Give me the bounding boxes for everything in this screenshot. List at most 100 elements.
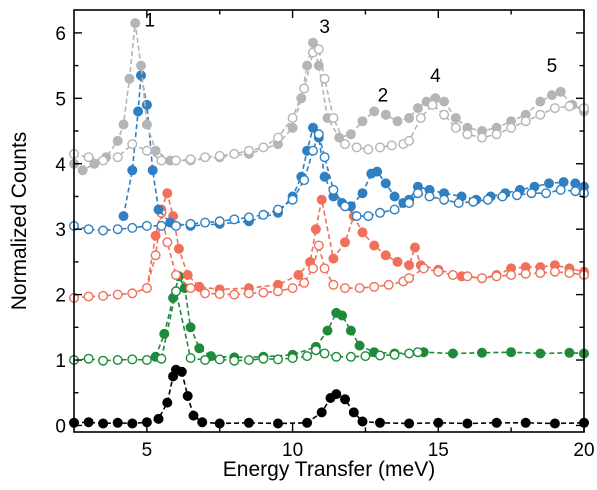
- data-point: [135, 60, 146, 71]
- data-point: [156, 353, 167, 364]
- data-point: [328, 279, 339, 290]
- data-point: [404, 273, 415, 284]
- data-point: [392, 256, 403, 267]
- data-point: [162, 188, 173, 199]
- data-point: [153, 204, 164, 215]
- data-point: [337, 310, 348, 321]
- data-point: [273, 354, 284, 365]
- data-point: [141, 355, 152, 366]
- data-point: [156, 155, 167, 166]
- data-point: [98, 290, 109, 301]
- data-point: [258, 209, 269, 220]
- data-point: [319, 152, 330, 163]
- data-point: [389, 191, 400, 202]
- data-point: [477, 273, 488, 284]
- data-point: [200, 355, 211, 366]
- data-point: [319, 171, 330, 182]
- y-tick-label: 0: [55, 416, 66, 437]
- data-point: [229, 289, 240, 300]
- data-point: [328, 112, 339, 123]
- data-point: [89, 158, 100, 169]
- series-line: [73, 291, 419, 362]
- data-point: [273, 204, 284, 215]
- data-point: [319, 263, 330, 274]
- data-point: [535, 268, 546, 279]
- data-point: [293, 270, 304, 281]
- data-point: [200, 288, 211, 299]
- data-point: [127, 288, 138, 299]
- data-point: [535, 348, 546, 359]
- data-point: [351, 142, 362, 153]
- data-point: [389, 349, 400, 360]
- data-point: [369, 240, 380, 251]
- data-point: [340, 201, 351, 212]
- data-point: [520, 268, 531, 279]
- data-point: [112, 289, 123, 300]
- data-point: [214, 418, 225, 429]
- data-point: [439, 109, 450, 120]
- data-point: [380, 178, 391, 189]
- data-point: [340, 283, 351, 294]
- data-point: [170, 286, 181, 297]
- data-point: [546, 90, 557, 101]
- data-point: [412, 347, 423, 358]
- data-point: [340, 139, 351, 150]
- data-point: [77, 165, 88, 176]
- data-point: [392, 116, 403, 127]
- data-point: [477, 132, 488, 143]
- data-point: [331, 351, 342, 362]
- data-point: [287, 122, 298, 133]
- data-point: [200, 152, 211, 163]
- data-point: [214, 289, 225, 300]
- data-point: [112, 152, 123, 163]
- data-point: [328, 184, 339, 195]
- peak-label: 3: [319, 17, 330, 38]
- data-point: [127, 354, 138, 365]
- data-point: [313, 44, 324, 55]
- data-point: [176, 366, 187, 377]
- data-point: [273, 418, 284, 429]
- data-point: [412, 103, 423, 114]
- data-point: [308, 145, 319, 156]
- data-point: [544, 178, 555, 189]
- peak-label: 5: [547, 56, 558, 77]
- data-point: [258, 142, 269, 153]
- data-point: [147, 165, 158, 176]
- y-tick-label: 4: [55, 155, 66, 176]
- data-point: [308, 263, 319, 274]
- data-point: [549, 418, 560, 429]
- data-point: [182, 391, 193, 402]
- data-point: [404, 112, 415, 123]
- y-tick-label: 5: [55, 89, 66, 110]
- plot-frame: [73, 9, 585, 433]
- series-2: [68, 286, 423, 366]
- data-point: [112, 135, 123, 146]
- data-point: [363, 211, 374, 222]
- data-point: [404, 418, 415, 429]
- data-point: [357, 227, 368, 238]
- data-point: [345, 351, 356, 362]
- data-point: [506, 122, 517, 133]
- y-tick-label: 6: [55, 24, 66, 45]
- data-point: [334, 132, 345, 143]
- series-line: [73, 22, 585, 172]
- data-point: [130, 18, 141, 29]
- data-point: [150, 230, 161, 241]
- data-point: [170, 155, 181, 166]
- series-4: [68, 207, 590, 303]
- data-point: [83, 417, 94, 428]
- data-point: [313, 129, 324, 140]
- data-point: [83, 224, 94, 235]
- data-point: [188, 410, 199, 421]
- data-point: [127, 222, 138, 233]
- x-tick-label: 15: [428, 440, 449, 461]
- series-layer: [68, 18, 590, 429]
- data-point: [389, 204, 400, 215]
- data-point: [258, 353, 269, 364]
- data-point: [386, 140, 397, 151]
- data-point: [357, 188, 368, 199]
- data-point: [462, 129, 473, 140]
- data-point: [345, 129, 356, 140]
- data-point: [98, 155, 109, 166]
